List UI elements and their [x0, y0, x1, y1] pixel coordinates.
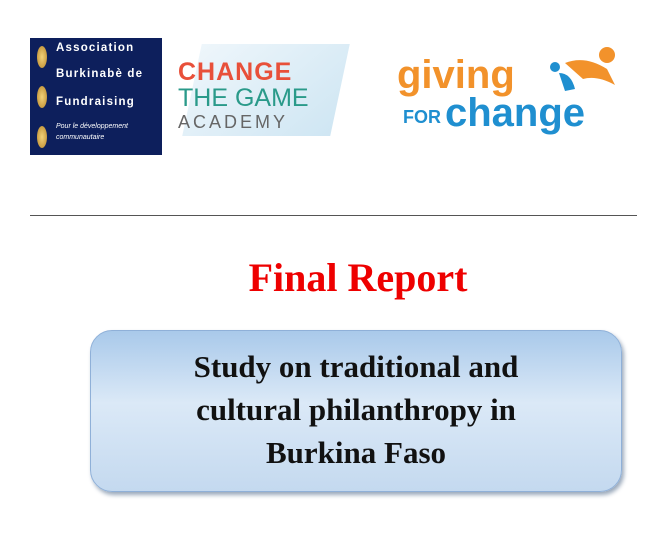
logo-text: Burkinabè de [56, 68, 144, 80]
logo-ctg: CHANGE THE GAME ACADEMY [172, 40, 350, 140]
divider [30, 215, 637, 216]
subtitle-line: Burkina Faso [265, 435, 447, 470]
logo-tagline: Pour le développement [56, 123, 128, 130]
subtitle: Study on traditional and cultural philan… [91, 331, 621, 474]
logo-text: THE GAME [178, 84, 309, 112]
logo-tagline: communautaire [56, 134, 105, 141]
subtitle-box: Study on traditional and cultural philan… [90, 330, 622, 492]
logo-text: giving [397, 53, 515, 97]
subtitle-line: Study on traditional and [193, 349, 519, 384]
logo-abf: Association Burkinabè de Fundraising Pou… [30, 38, 162, 155]
logo-icon [550, 47, 615, 91]
report-title: Final Report [248, 255, 468, 300]
subtitle-line: cultural philanthropy in [196, 392, 516, 427]
logo-text: CHANGE [178, 58, 293, 86]
logo-icon [37, 46, 47, 68]
logo-gfc: giving FOR change [395, 45, 625, 140]
logo-text: Association [56, 42, 135, 54]
logo-icon [37, 126, 47, 148]
logo-icon [37, 86, 47, 108]
logo-text: change [445, 91, 586, 135]
logo-text: FOR [403, 107, 441, 127]
logo-text: ACADEMY [178, 112, 289, 132]
logo-text: Fundraising [56, 96, 136, 108]
